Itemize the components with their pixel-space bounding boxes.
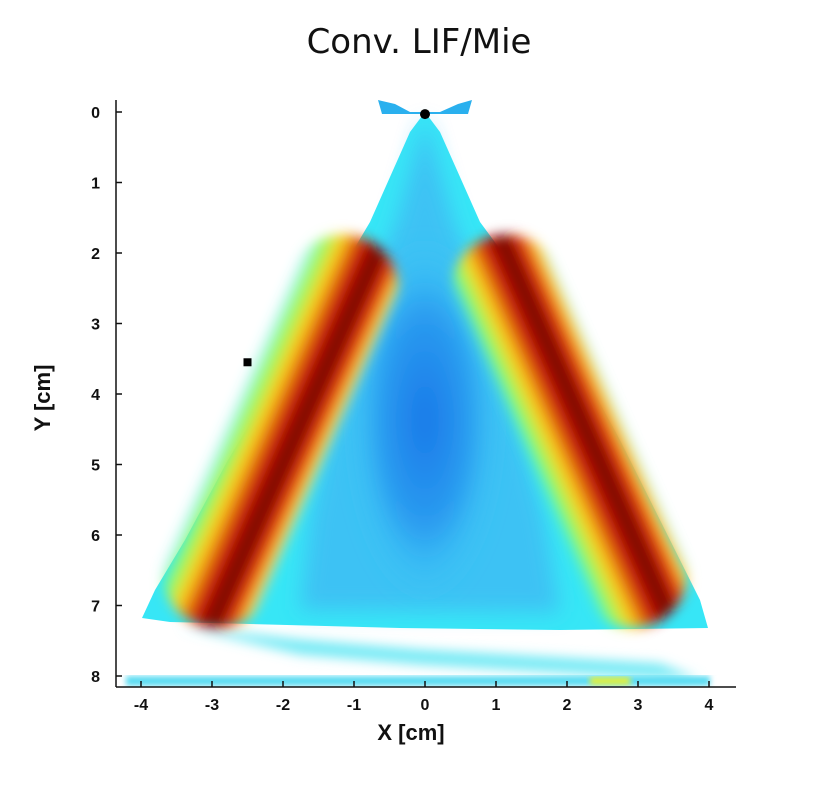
x-tick-label: 4 <box>705 697 714 714</box>
x-tick-label: -4 <box>134 697 148 714</box>
y-tick-label: 7 <box>91 599 100 616</box>
y-tick-label: 1 <box>91 176 100 193</box>
y-tick-label: 3 <box>91 317 100 334</box>
y-tick-label: 8 <box>91 669 100 686</box>
y-axis-ticks: 0 1 2 3 4 5 6 7 8 <box>91 105 122 686</box>
x-tick-label: -3 <box>205 697 219 714</box>
x-tick-label: 1 <box>492 697 501 714</box>
x-axis-label: X [cm] <box>377 720 444 745</box>
y-tick-label: 0 <box>91 105 100 122</box>
left-dense-band <box>162 234 399 628</box>
nozzle-top <box>378 100 472 114</box>
bottom-strip <box>126 676 710 686</box>
spray-core-dark <box>350 240 500 600</box>
x-axis-ticks: -4 -3 -2 -1 0 1 2 3 4 <box>134 681 714 714</box>
y-tick-label: 4 <box>91 387 100 404</box>
x-tick-label: -1 <box>347 697 361 714</box>
x-tick-label: 0 <box>421 697 430 714</box>
bottom-strip-yellow <box>590 677 630 685</box>
nozzle-marker <box>420 109 430 120</box>
bottom-spill <box>180 626 700 680</box>
y-tick-label: 6 <box>91 528 100 545</box>
heatmap-image <box>126 100 710 686</box>
reference-marker <box>243 358 252 367</box>
x-tick-label: 2 <box>563 697 572 714</box>
y-axis-label: Y [cm] <box>30 365 55 432</box>
y-tick-label: 5 <box>91 458 100 475</box>
x-tick-label: 3 <box>634 697 643 714</box>
chart-title: Conv. LIF/Mie <box>306 22 532 62</box>
right-dense-band <box>451 234 688 628</box>
x-tick-label: -2 <box>276 697 290 714</box>
y-tick-label: 2 <box>91 246 100 263</box>
